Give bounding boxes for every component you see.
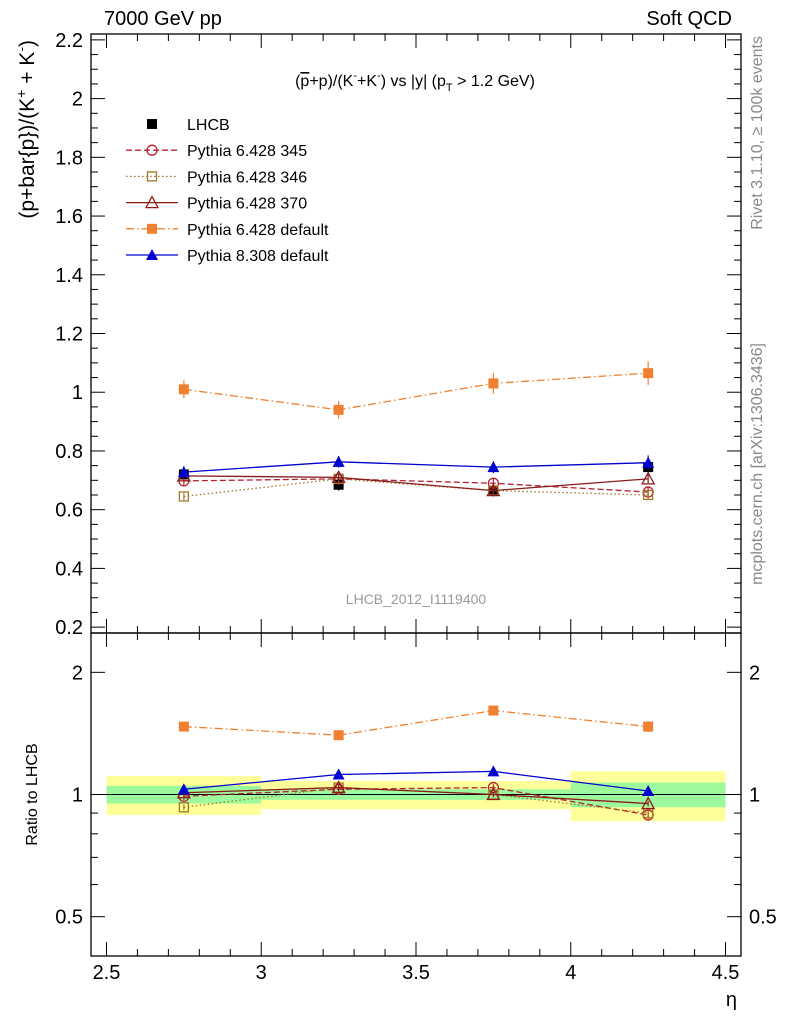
data-point bbox=[333, 404, 344, 415]
legend-label: Pythia 6.428 346 bbox=[187, 169, 307, 186]
data-point bbox=[178, 491, 190, 502]
series-line bbox=[183, 478, 649, 498]
data-point bbox=[641, 471, 656, 485]
data-point bbox=[177, 466, 190, 478]
ratio-point bbox=[643, 721, 654, 732]
x-tick-label: 4 bbox=[565, 962, 576, 984]
data-point bbox=[333, 479, 344, 490]
legend-entry: Pythia 6.428 370 bbox=[126, 195, 307, 213]
legend-marker bbox=[147, 223, 157, 234]
data-point bbox=[642, 456, 655, 468]
y-tick-label: 0.2 bbox=[55, 617, 83, 639]
x-tick-label: 3 bbox=[256, 962, 267, 984]
x-axis-label: η bbox=[726, 989, 737, 1011]
ratio-point bbox=[488, 705, 499, 716]
ratio-point bbox=[178, 802, 190, 813]
series-5 bbox=[177, 455, 655, 478]
ratio-line bbox=[183, 786, 649, 805]
ratio-point bbox=[332, 768, 345, 780]
series-3 bbox=[176, 468, 656, 497]
analysis-id-label: LHCB_2012_I1119400 bbox=[346, 591, 487, 607]
y-tick-label: 1.2 bbox=[55, 324, 83, 346]
legend-marker bbox=[146, 144, 158, 156]
legend-entry: Pythia 8.308 default bbox=[126, 248, 329, 265]
ratio-point bbox=[642, 785, 655, 797]
ratio-line bbox=[183, 786, 649, 816]
y-axis-label: (p+bar{p})/(K+ + K-) bbox=[13, 40, 39, 219]
header-left: 7000 GeV pp bbox=[104, 8, 222, 30]
legend-label: Pythia 6.428 default bbox=[187, 222, 329, 239]
ratio-y-tick-label-right: 1 bbox=[749, 785, 760, 807]
y-tick-label: 2.2 bbox=[55, 30, 83, 52]
series-line bbox=[183, 461, 649, 473]
y-tick-label: 0.6 bbox=[55, 500, 83, 522]
legend-marker bbox=[146, 249, 158, 260]
ratio-point bbox=[486, 787, 501, 801]
y-tick-label: 0.8 bbox=[55, 441, 83, 463]
series-4 bbox=[178, 361, 654, 419]
ratio-point bbox=[487, 765, 500, 777]
data-point bbox=[643, 368, 654, 379]
series-line bbox=[183, 372, 649, 411]
y-tick-label: 1.4 bbox=[55, 265, 83, 287]
ratio-y-tick-label: 2 bbox=[72, 662, 83, 684]
legend-entry: Pythia 6.428 default bbox=[126, 222, 329, 239]
chart-title: (p+p)/(K-+K-) vs |y| (pT > 1.2 GeV) bbox=[295, 70, 535, 94]
data-point bbox=[331, 470, 346, 484]
ratio-point bbox=[178, 721, 189, 732]
series-0 bbox=[178, 459, 654, 497]
x-tick-label: 3.5 bbox=[402, 962, 430, 984]
data-point bbox=[332, 455, 345, 467]
data-point bbox=[487, 461, 500, 473]
ratio-y-tick-label-right: 2 bbox=[749, 662, 760, 684]
data-point bbox=[486, 483, 501, 497]
ratio-y-tick-label: 1 bbox=[72, 785, 83, 807]
legend-label: LHCB bbox=[187, 117, 230, 134]
legend-label: Pythia 6.428 345 bbox=[187, 143, 307, 160]
ratio-point bbox=[177, 783, 190, 795]
rivet-label: Rivet 3.1.10, ≥ 100k events bbox=[749, 36, 766, 230]
y-tick-label: 1 bbox=[72, 382, 83, 404]
ratio-line bbox=[183, 770, 649, 792]
x-tick-label: 4.5 bbox=[712, 962, 740, 984]
series-1 bbox=[178, 473, 654, 498]
legend-label: Pythia 8.308 default bbox=[187, 248, 329, 265]
source-label: mcplots.cern.ch [arXiv:1306.3436] bbox=[749, 343, 766, 585]
legend-marker bbox=[144, 195, 160, 209]
x-tick-label: 2.5 bbox=[93, 962, 121, 984]
legend-entry: Pythia 6.428 346 bbox=[126, 169, 307, 186]
ratio-line bbox=[183, 709, 649, 736]
data-point bbox=[178, 384, 189, 395]
legend-entry: LHCB bbox=[147, 117, 230, 134]
data-point bbox=[642, 489, 654, 501]
series-line bbox=[183, 478, 649, 493]
y-tick-label: 2 bbox=[72, 89, 83, 111]
ratio-point bbox=[331, 780, 346, 794]
data-point bbox=[488, 378, 499, 389]
ratio-point bbox=[641, 796, 656, 810]
legend-entry: Pythia 6.428 345 bbox=[126, 143, 307, 160]
y-tick-label: 1.8 bbox=[55, 147, 83, 169]
legend-marker bbox=[147, 119, 157, 129]
ratio-y-tick-label-right: 0.5 bbox=[749, 907, 777, 929]
legend-marker bbox=[146, 171, 158, 182]
header-right: Soft QCD bbox=[646, 8, 732, 30]
legend-label: Pythia 6.428 370 bbox=[187, 196, 307, 213]
ratio-series-3 bbox=[178, 705, 654, 741]
series-line bbox=[183, 475, 649, 492]
ratio-series-4 bbox=[177, 765, 655, 797]
y-tick-label: 1.6 bbox=[55, 206, 83, 228]
ratio-y-axis-label: Ratio to LHCB bbox=[24, 743, 41, 845]
ratio-y-tick-label: 0.5 bbox=[55, 907, 83, 929]
y-tick-label: 0.4 bbox=[55, 558, 83, 580]
ratio-point bbox=[333, 730, 344, 741]
